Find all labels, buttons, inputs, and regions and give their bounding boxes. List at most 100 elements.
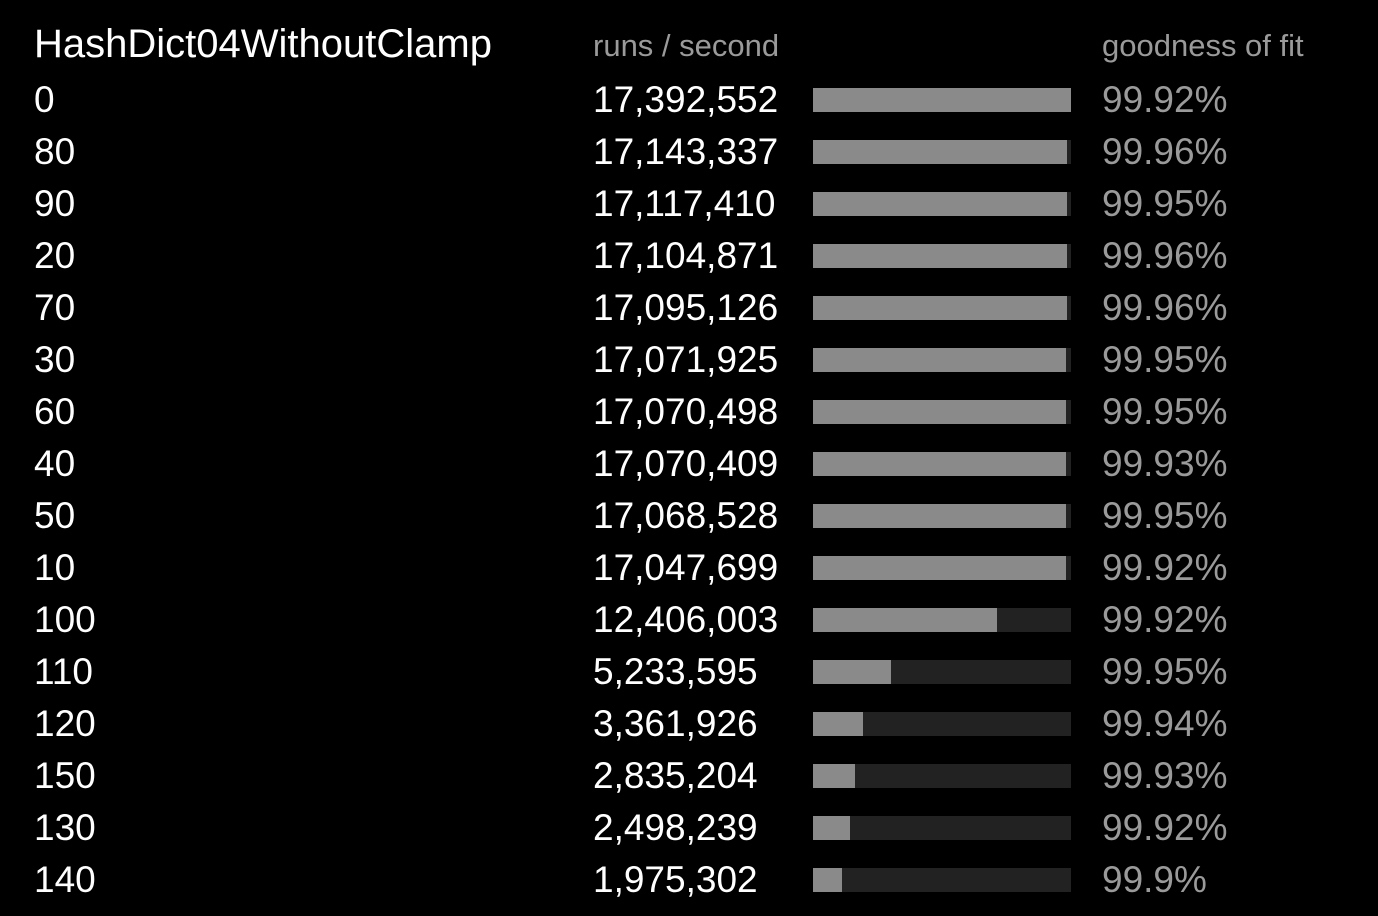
bar: [813, 556, 1066, 580]
runs-value-label: 2,498,239: [593, 807, 758, 848]
bar-track: [813, 244, 1071, 268]
runs-value-label: 12,406,003: [593, 599, 779, 640]
runs-value-label: 17,071,925: [593, 339, 779, 380]
goodness-of-fit-label: 99.9%: [1102, 859, 1207, 900]
goodness-of-fit-label: 99.96%: [1102, 287, 1228, 328]
result-row: 150 2,835,204 99.93%: [0, 750, 1378, 802]
category-label: 80: [34, 131, 76, 172]
bar-track: [813, 868, 1071, 892]
bar-track: [813, 192, 1071, 216]
category-label: 140: [34, 859, 96, 900]
category-label: 20: [34, 235, 76, 276]
category-label: 120: [34, 703, 96, 744]
result-row: 30 17,071,925 99.95%: [0, 334, 1378, 386]
runs-per-second-header: runs / second: [593, 28, 780, 63]
bar: [813, 816, 850, 840]
runs-value-label: 17,143,337: [593, 131, 779, 172]
bar-track: [813, 88, 1071, 112]
bar-track: [813, 400, 1071, 424]
category-label: 110: [34, 651, 93, 692]
bar: [813, 452, 1066, 476]
goodness-of-fit-label: 99.92%: [1102, 599, 1228, 640]
bar-track: [813, 556, 1071, 580]
runs-value-label: 17,104,871: [593, 235, 779, 276]
category-label: 30: [34, 339, 76, 380]
runs-value-label: 17,070,498: [593, 391, 779, 432]
category-label: 130: [34, 807, 96, 848]
result-row: 110 5,233,595 99.95%: [0, 646, 1378, 698]
result-row: 140 1,975,302 99.9%: [0, 854, 1378, 906]
bar-track: [813, 452, 1071, 476]
result-row: 70 17,095,126 99.96%: [0, 282, 1378, 334]
goodness-of-fit-label: 99.93%: [1102, 755, 1228, 796]
category-label: 90: [34, 183, 76, 224]
bar: [813, 244, 1067, 268]
bar-track: [813, 608, 1071, 632]
bar-track: [813, 764, 1071, 788]
result-row: 120 3,361,926 99.94%: [0, 698, 1378, 750]
goodness-of-fit-label: 99.96%: [1102, 235, 1228, 276]
goodness-of-fit-label: 99.92%: [1102, 547, 1228, 588]
category-label: 150: [34, 755, 96, 796]
result-row: 0 17,392,552 99.92%: [0, 74, 1378, 126]
chart-title: HashDict04WithoutClamp: [34, 22, 492, 66]
goodness-of-fit-label: 99.95%: [1102, 183, 1228, 224]
runs-value-label: 17,392,552: [593, 79, 779, 120]
bar: [813, 400, 1066, 424]
goodness-of-fit-label: 99.94%: [1102, 703, 1228, 744]
category-label: 50: [34, 495, 76, 536]
bar: [813, 140, 1067, 164]
bar: [813, 660, 891, 684]
category-label: 70: [34, 287, 76, 328]
goodness-of-fit-label: 99.92%: [1102, 79, 1228, 120]
goodness-of-fit-label: 99.95%: [1102, 391, 1228, 432]
goodness-of-fit-header: goodness of fit: [1102, 28, 1304, 63]
goodness-of-fit-label: 99.95%: [1102, 495, 1228, 536]
result-row: 50 17,068,528 99.95%: [0, 490, 1378, 542]
bar: [813, 348, 1066, 372]
runs-value-label: 3,361,926: [593, 703, 758, 744]
runs-value-label: 17,095,126: [593, 287, 779, 328]
category-label: 10: [34, 547, 76, 588]
result-row: 20 17,104,871 99.96%: [0, 230, 1378, 282]
result-row: 100 12,406,003 99.92%: [0, 594, 1378, 646]
runs-value-label: 17,047,699: [593, 547, 779, 588]
bar: [813, 764, 855, 788]
category-label: 0: [34, 79, 55, 120]
runs-value-label: 17,070,409: [593, 443, 779, 484]
result-row: 90 17,117,410 99.95%: [0, 178, 1378, 230]
result-row: 130 2,498,239 99.92%: [0, 802, 1378, 854]
bar-track: [813, 140, 1071, 164]
bar: [813, 868, 842, 892]
category-label: 60: [34, 391, 76, 432]
results-list: 0 17,392,552 99.92% 80 17,143,337 99.96% 90 17,…: [0, 74, 1378, 906]
bar: [813, 504, 1066, 528]
bar-track: [813, 660, 1071, 684]
runs-value-label: 17,068,528: [593, 495, 779, 536]
category-label: 40: [34, 443, 76, 484]
bar: [813, 192, 1067, 216]
bar-track: [813, 296, 1071, 320]
result-row: 60 17,070,498 99.95%: [0, 386, 1378, 438]
bar: [813, 296, 1067, 320]
goodness-of-fit-label: 99.93%: [1102, 443, 1228, 484]
goodness-of-fit-label: 99.96%: [1102, 131, 1228, 172]
bar: [813, 608, 997, 632]
runs-value-label: 1,975,302: [593, 859, 758, 900]
bar-track: [813, 504, 1071, 528]
bar-track: [813, 816, 1071, 840]
result-row: 10 17,047,699 99.92%: [0, 542, 1378, 594]
goodness-of-fit-label: 99.95%: [1102, 651, 1228, 692]
runs-value-label: 17,117,410: [593, 183, 776, 224]
bar: [813, 712, 863, 736]
result-row: 40 17,070,409 99.93%: [0, 438, 1378, 490]
goodness-of-fit-label: 99.92%: [1102, 807, 1228, 848]
category-label: 100: [34, 599, 96, 640]
runs-value-label: 2,835,204: [593, 755, 758, 796]
bar: [813, 88, 1071, 112]
bar-track: [813, 348, 1071, 372]
result-row: 80 17,143,337 99.96%: [0, 126, 1378, 178]
runs-value-label: 5,233,595: [593, 651, 758, 692]
bar-track: [813, 712, 1071, 736]
goodness-of-fit-label: 99.95%: [1102, 339, 1228, 380]
